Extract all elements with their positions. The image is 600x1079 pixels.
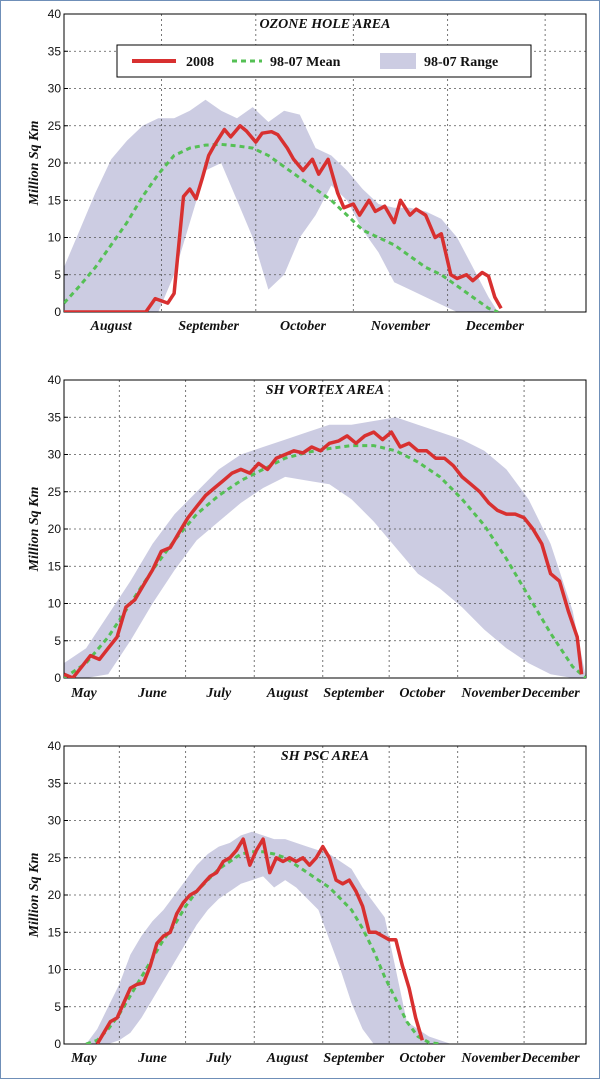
- series-range-band: [86, 831, 452, 1044]
- x-tick-label: October: [399, 1051, 445, 1066]
- legend: 2008 98-07 Mean 98-07 Range: [116, 44, 532, 78]
- legend-label-mean: 98-07 Mean: [270, 55, 341, 70]
- x-tick-label: November: [460, 686, 521, 701]
- x-tick-label: October: [399, 686, 445, 701]
- y-tick-label: 15: [48, 559, 62, 573]
- y-tick-label: 5: [54, 634, 61, 648]
- legend-label-range: 98-07 Range: [424, 55, 498, 70]
- legend-label-2008: 2008: [186, 55, 214, 70]
- x-tick-label: September: [323, 686, 384, 701]
- y-axis-label: Million Sq Km: [27, 120, 42, 206]
- y-tick-label: 20: [48, 522, 62, 536]
- y-tick-label: 40: [48, 373, 62, 387]
- y-tick-label: 20: [48, 888, 62, 902]
- series-2008-line: [64, 430, 584, 678]
- x-tick-label: August: [266, 686, 309, 701]
- x-tick-label: October: [280, 319, 326, 334]
- series-range-band: [64, 417, 586, 678]
- y-tick-label: 40: [48, 739, 62, 753]
- x-tick-label: December: [520, 686, 580, 701]
- y-tick-label: 10: [48, 231, 62, 245]
- y-tick-label: 30: [48, 448, 62, 462]
- y-tick-label: 25: [48, 851, 62, 865]
- chart-panel-2: 0 5 10 15 20 25 30 35 40 Million Sq Km May June July…: [27, 373, 587, 701]
- series-range-band: [64, 99, 498, 312]
- x-tick-label: August: [90, 319, 133, 334]
- x-tick-label: December: [465, 319, 525, 334]
- y-tick-label: 25: [48, 119, 62, 133]
- y-tick-label: 10: [48, 597, 62, 611]
- y-tick-label: 25: [48, 485, 62, 499]
- y-tick-label: 30: [48, 82, 62, 96]
- x-tick-label: November: [460, 1051, 521, 1066]
- y-tick-label: 0: [54, 305, 61, 319]
- y-tick-label: 0: [54, 671, 61, 685]
- series-2008-line: [64, 124, 503, 312]
- x-tick-label: August: [266, 1051, 309, 1066]
- y-tick-label: 0: [54, 1037, 61, 1051]
- y-tick-label: 35: [48, 410, 62, 424]
- x-tick-label: September: [323, 1051, 384, 1066]
- x-tick-label: September: [178, 319, 239, 334]
- y-tick-label: 30: [48, 814, 62, 828]
- x-tick-label: December: [520, 1051, 580, 1066]
- y-tick-label: 5: [54, 268, 61, 282]
- x-tick-label: July: [205, 1051, 232, 1066]
- chart-title: OZONE HOLE AREA: [260, 17, 391, 32]
- y-tick-label: 10: [48, 963, 62, 977]
- x-tick-label: June: [137, 1051, 167, 1066]
- y-tick-label: 35: [48, 44, 62, 58]
- x-tick-label: May: [70, 1051, 97, 1066]
- series-mean-line: [64, 444, 586, 678]
- chart-panel-3: 0 5 10 15 20 25 30 35 40 Million Sq Km May June July…: [27, 739, 587, 1066]
- legend-swatch-range: [380, 53, 416, 69]
- chart-title: SH VORTEX AREA: [266, 383, 385, 398]
- series-2008-line: [95, 837, 424, 1044]
- y-tick-label: 5: [54, 1000, 61, 1014]
- series-mean-line: [85, 850, 441, 1044]
- y-tick-label: 35: [48, 776, 62, 790]
- x-tick-label: November: [370, 319, 431, 334]
- legend-box: [116, 44, 532, 78]
- x-tick-label: May: [70, 686, 97, 701]
- y-axis-label: Million Sq Km: [27, 852, 42, 938]
- y-tick-label: 15: [48, 925, 62, 939]
- y-axis-label: Million Sq Km: [27, 486, 42, 572]
- chart-panel-1: 0 5 10 15 20 25 30 35 40 Million Sq Km August Septe…: [27, 7, 587, 334]
- chart-title: SH PSC AREA: [281, 749, 369, 764]
- y-tick-label: 15: [48, 193, 62, 207]
- series-mean-line: [64, 142, 499, 312]
- y-tick-label: 20: [48, 156, 62, 170]
- x-tick-label: July: [205, 686, 232, 701]
- x-tick-label: June: [137, 686, 167, 701]
- y-tick-label: 40: [48, 7, 62, 21]
